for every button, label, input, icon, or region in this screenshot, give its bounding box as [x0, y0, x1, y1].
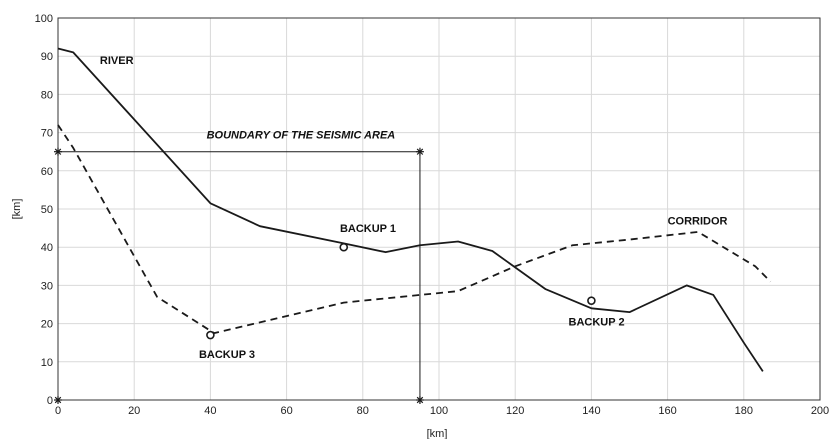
y-tick-labels: 0 10 20 30 40 50 60 70 80 90 100 [35, 13, 53, 407]
point-backup-1 [339, 242, 349, 252]
series [57, 47, 772, 400]
point-backup-3 [206, 330, 215, 340]
y-tick-label: 30 [41, 280, 53, 292]
x-tick-label: 100 [430, 405, 448, 417]
y-tick-label: 90 [41, 51, 53, 63]
annotations: RIVER BOUNDARY OF THE SEISMIC AREA BACKUP … [100, 55, 728, 361]
x-tick-label: 60 [280, 405, 292, 417]
backup-points [206, 242, 596, 340]
boundary-corner-marker [54, 147, 62, 156]
x-tick-label: 40 [204, 405, 216, 417]
annotation-river: RIVER [100, 55, 134, 67]
annotation-backup-3: BACKUP 3 [199, 349, 255, 361]
x-tick-label: 80 [357, 405, 369, 417]
x-tick-label: 20 [128, 405, 140, 417]
boundary-corner-marker [54, 396, 62, 404]
series-corridor [57, 124, 772, 335]
x-tick-label: 140 [582, 405, 600, 417]
y-tick-label: 100 [35, 13, 53, 25]
y-tick-label: 60 [41, 166, 53, 178]
series-boundary-of-the-seismic-area [58, 151, 421, 400]
y-tick-label: 50 [41, 204, 53, 216]
x-tick-label: 200 [811, 405, 829, 417]
x-tick-label: 180 [735, 405, 753, 417]
x-tick-label: 120 [506, 405, 524, 417]
y-tick-label: 0 [47, 395, 53, 407]
annotation-backup-1: BACKUP 1 [340, 223, 396, 235]
point-backup-2 [587, 296, 596, 305]
y-tick-label: 70 [41, 128, 53, 140]
boundary-corner-marker [415, 147, 424, 156]
boundary-corner-marker [415, 396, 424, 404]
annotation-corridor: CORRIDOR [668, 215, 728, 227]
annotation-backup-2: BACKUP 2 [569, 317, 625, 329]
y-axis-label: [km] [11, 199, 23, 220]
x-tick-labels: 0 20 40 60 80 100 120 140 160 180 200 [55, 405, 829, 417]
x-tick-label: 160 [658, 405, 676, 417]
grid [57, 17, 821, 401]
annotation-boundary-of-the-seismic-area: BOUNDARY OF THE SEISMIC AREA [207, 129, 396, 141]
y-tick-label: 10 [41, 357, 53, 369]
y-tick-label: 80 [41, 89, 53, 101]
corner-markers [54, 147, 424, 404]
x-axis-label: [km] [427, 428, 448, 439]
plot-frame [57, 17, 821, 401]
x-tick-label: 0 [55, 405, 61, 417]
y-tick-label: 20 [41, 319, 53, 331]
y-tick-label: 40 [41, 242, 53, 254]
series-river [57, 47, 764, 372]
